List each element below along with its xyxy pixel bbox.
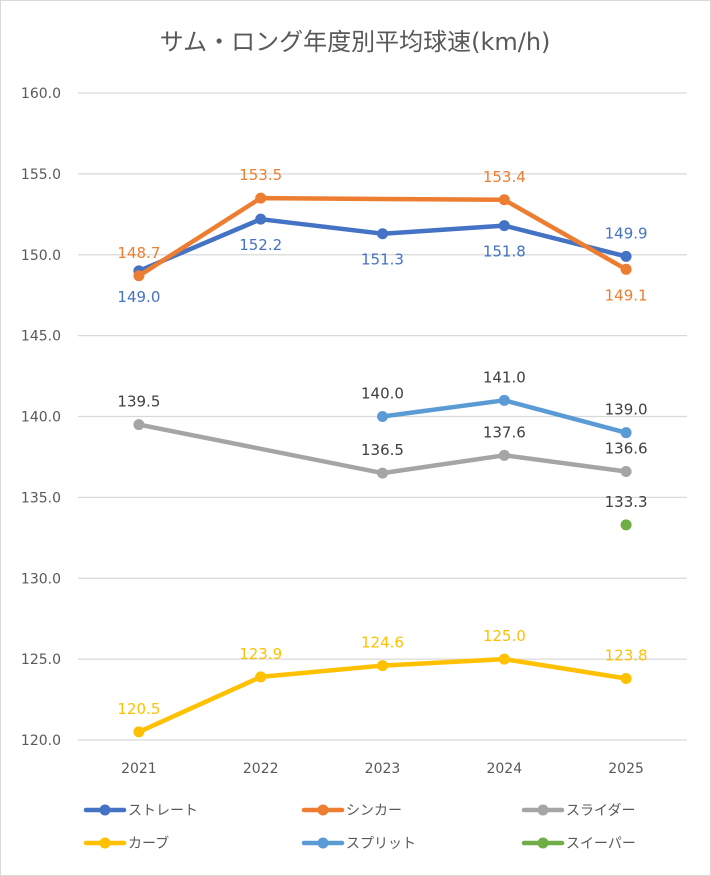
data-label: 141.0 xyxy=(483,368,526,386)
legend-label: スプリット xyxy=(346,836,416,852)
legend-swatch-marker xyxy=(537,837,549,849)
series-line xyxy=(136,422,629,476)
legend-item: シンカー xyxy=(301,803,402,819)
data-label: 123.9 xyxy=(239,645,282,663)
x-tick-label: 2025 xyxy=(608,761,644,777)
data-label: 123.8 xyxy=(605,647,648,665)
data-label: 148.7 xyxy=(117,244,160,262)
x-tick-label: 2024 xyxy=(486,761,522,777)
data-point xyxy=(377,411,388,422)
chart-title: サム・ロング年度別平均球速(km/h) xyxy=(160,28,551,56)
legend-swatch-marker xyxy=(99,837,111,849)
y-tick-label: 135.0 xyxy=(21,490,61,506)
legend-swatch-marker xyxy=(317,837,329,849)
legend-item: ストレート xyxy=(83,803,198,819)
y-axis-ticks: 160.0 155.0 150.0 145.0 140.0 135.0 130.0 125.0… xyxy=(21,86,61,749)
data-point xyxy=(133,726,145,738)
legend-label: シンカー xyxy=(346,803,402,819)
data-label: 149.1 xyxy=(605,286,648,304)
data-point xyxy=(498,653,510,665)
y-tick-label: 140.0 xyxy=(21,410,61,426)
data-point xyxy=(620,465,632,477)
data-point xyxy=(255,671,267,683)
y-tick-label: 120.0 xyxy=(21,733,61,749)
legend-item: スイーパー xyxy=(521,836,636,852)
data-label: 133.3 xyxy=(605,493,648,511)
series-1 xyxy=(133,192,632,282)
data-label: 124.6 xyxy=(361,634,404,652)
data-label: 125.0 xyxy=(483,627,526,645)
data-point xyxy=(620,263,632,275)
series-5 xyxy=(620,519,632,531)
data-label: 153.5 xyxy=(239,166,282,184)
data-point xyxy=(255,192,267,204)
y-tick-label: 155.0 xyxy=(21,167,61,183)
series-group xyxy=(133,192,632,738)
legend-item: スプリット xyxy=(301,836,416,852)
x-tick-label: 2023 xyxy=(365,761,401,777)
legend-swatch-marker xyxy=(99,804,111,816)
data-point xyxy=(498,220,510,232)
series-4 xyxy=(377,394,632,439)
data-point xyxy=(498,194,510,206)
data-label: 149.9 xyxy=(605,224,648,242)
data-label: 140.0 xyxy=(361,385,404,403)
gridlines xyxy=(78,92,687,741)
y-tick-label: 130.0 xyxy=(21,571,61,587)
legend-label: スイーパー xyxy=(566,836,636,852)
data-point xyxy=(620,519,632,531)
data-label: 139.5 xyxy=(117,393,160,411)
data-label: 136.5 xyxy=(361,441,404,459)
series-line xyxy=(136,195,629,279)
y-tick-label: 150.0 xyxy=(21,248,61,264)
legend-label: カーブ xyxy=(128,835,169,852)
series-2 xyxy=(133,419,632,479)
data-label: 151.3 xyxy=(361,251,404,269)
x-tick-label: 2021 xyxy=(121,761,157,777)
series-3 xyxy=(133,653,632,738)
data-label: 139.0 xyxy=(605,401,648,419)
legend-swatch-marker xyxy=(317,804,329,816)
data-labels-group: 149.0 152.2 151.3 151.8 149.9 148.7 153.5 153.4… xyxy=(117,166,647,718)
data-label: 137.6 xyxy=(483,423,526,441)
data-point xyxy=(498,394,510,406)
series-0 xyxy=(133,213,632,277)
data-point xyxy=(133,270,145,282)
data-label: 151.8 xyxy=(483,243,526,261)
y-tick-label: 160.0 xyxy=(21,86,61,102)
data-point xyxy=(255,213,267,225)
legend-label: スライダー xyxy=(566,803,635,819)
data-label: 120.5 xyxy=(117,700,160,718)
x-tick-label: 2022 xyxy=(243,761,279,777)
data-point xyxy=(620,673,632,685)
legend-item: スライダー xyxy=(521,803,635,819)
data-point xyxy=(377,467,388,479)
data-point xyxy=(620,250,632,262)
legend-item: カーブ xyxy=(83,835,169,852)
legend-swatch-marker xyxy=(537,804,549,816)
y-tick-label: 125.0 xyxy=(21,652,61,668)
data-label: 149.0 xyxy=(117,288,160,306)
legend-label: ストレート xyxy=(128,803,198,819)
data-point xyxy=(498,449,510,461)
data-point xyxy=(133,419,145,431)
data-label: 136.6 xyxy=(605,439,648,457)
x-axis-ticks: 2021 2022 2023 2024 2025 xyxy=(121,761,644,777)
data-label: 152.2 xyxy=(239,236,282,254)
data-point xyxy=(620,427,632,439)
y-tick-label: 145.0 xyxy=(21,329,61,345)
data-label: 153.4 xyxy=(483,168,526,186)
data-point xyxy=(377,228,388,240)
data-point xyxy=(377,660,388,672)
